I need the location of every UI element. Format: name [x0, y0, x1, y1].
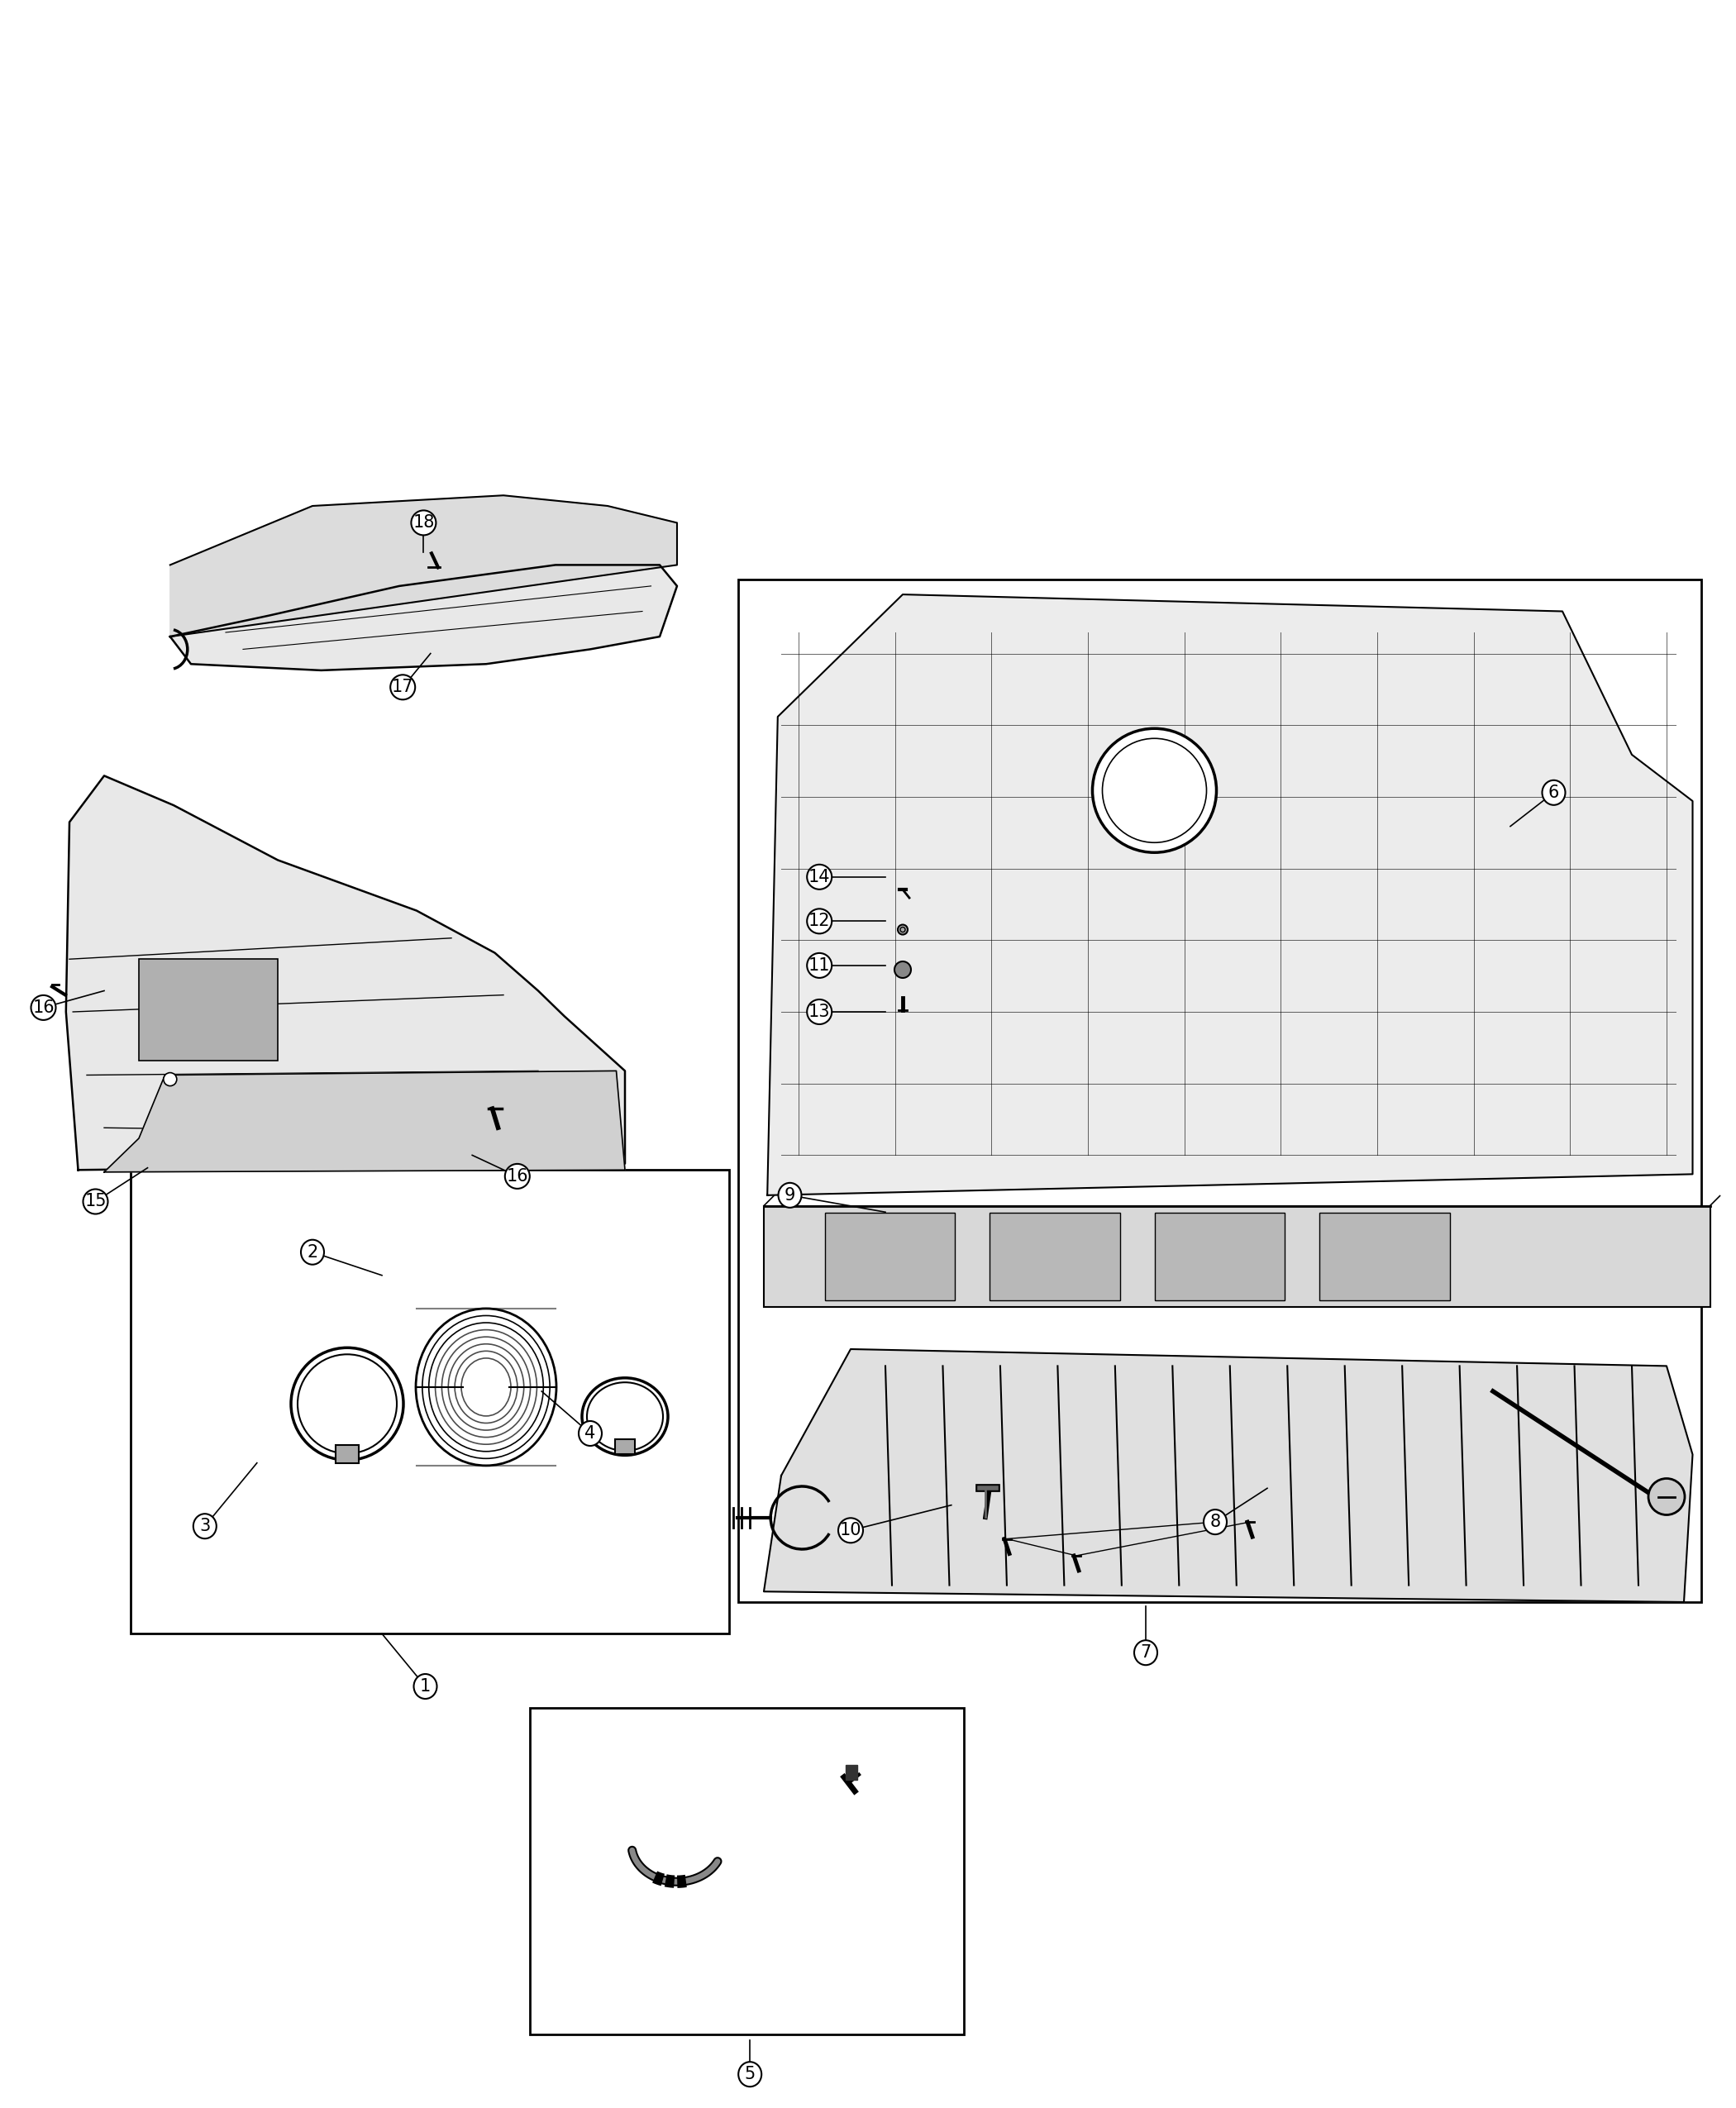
- Text: 1: 1: [420, 1678, 431, 1695]
- Bar: [335, 1446, 359, 1463]
- Ellipse shape: [505, 1164, 529, 1189]
- Text: 8: 8: [1210, 1514, 1220, 1530]
- Text: 10: 10: [840, 1522, 861, 1539]
- Bar: [990, 1212, 1120, 1301]
- Polygon shape: [104, 1071, 625, 1172]
- Bar: [1319, 1212, 1450, 1301]
- Ellipse shape: [807, 953, 832, 978]
- Bar: [130, 1170, 729, 1634]
- Bar: [738, 580, 1701, 1602]
- Text: 14: 14: [809, 868, 830, 885]
- Ellipse shape: [807, 999, 832, 1024]
- Text: 15: 15: [85, 1193, 106, 1210]
- Text: 6: 6: [1549, 784, 1559, 801]
- Bar: [764, 1206, 1710, 1307]
- Ellipse shape: [83, 1189, 108, 1214]
- Text: 12: 12: [809, 913, 830, 930]
- Text: 9: 9: [785, 1187, 795, 1204]
- Ellipse shape: [738, 2062, 762, 2087]
- Ellipse shape: [1134, 1640, 1158, 1665]
- Text: 4: 4: [585, 1425, 595, 1442]
- Polygon shape: [170, 565, 677, 670]
- Ellipse shape: [411, 510, 436, 535]
- Polygon shape: [767, 594, 1693, 1195]
- Ellipse shape: [578, 1421, 602, 1446]
- Ellipse shape: [778, 1183, 802, 1208]
- Circle shape: [898, 925, 908, 934]
- Bar: [615, 1440, 635, 1455]
- Text: 7: 7: [1141, 1644, 1151, 1661]
- Bar: [825, 1212, 955, 1301]
- Text: 16: 16: [507, 1168, 528, 1185]
- Circle shape: [894, 961, 911, 978]
- Bar: [139, 959, 278, 1060]
- Bar: [845, 1764, 858, 1779]
- Text: 13: 13: [809, 1003, 830, 1020]
- Ellipse shape: [807, 909, 832, 934]
- Ellipse shape: [31, 995, 56, 1020]
- Ellipse shape: [391, 675, 415, 700]
- Text: 16: 16: [33, 999, 54, 1016]
- Polygon shape: [764, 1349, 1693, 1602]
- Polygon shape: [66, 776, 625, 1170]
- Text: 5: 5: [745, 2066, 755, 2083]
- Text: 2: 2: [307, 1244, 318, 1261]
- Ellipse shape: [807, 864, 832, 890]
- Circle shape: [1649, 1478, 1684, 1516]
- Ellipse shape: [413, 1674, 437, 1699]
- Bar: [1154, 1212, 1285, 1301]
- Ellipse shape: [838, 1518, 863, 1543]
- Ellipse shape: [1203, 1509, 1227, 1535]
- Text: 11: 11: [809, 957, 830, 974]
- Ellipse shape: [300, 1240, 325, 1265]
- Polygon shape: [170, 495, 677, 637]
- Ellipse shape: [1542, 780, 1566, 805]
- Bar: [529, 1707, 963, 2034]
- Circle shape: [1092, 729, 1217, 852]
- Text: 17: 17: [392, 679, 413, 696]
- Circle shape: [163, 1073, 177, 1086]
- Text: 18: 18: [413, 514, 434, 531]
- Text: 3: 3: [200, 1518, 210, 1535]
- Ellipse shape: [193, 1514, 217, 1539]
